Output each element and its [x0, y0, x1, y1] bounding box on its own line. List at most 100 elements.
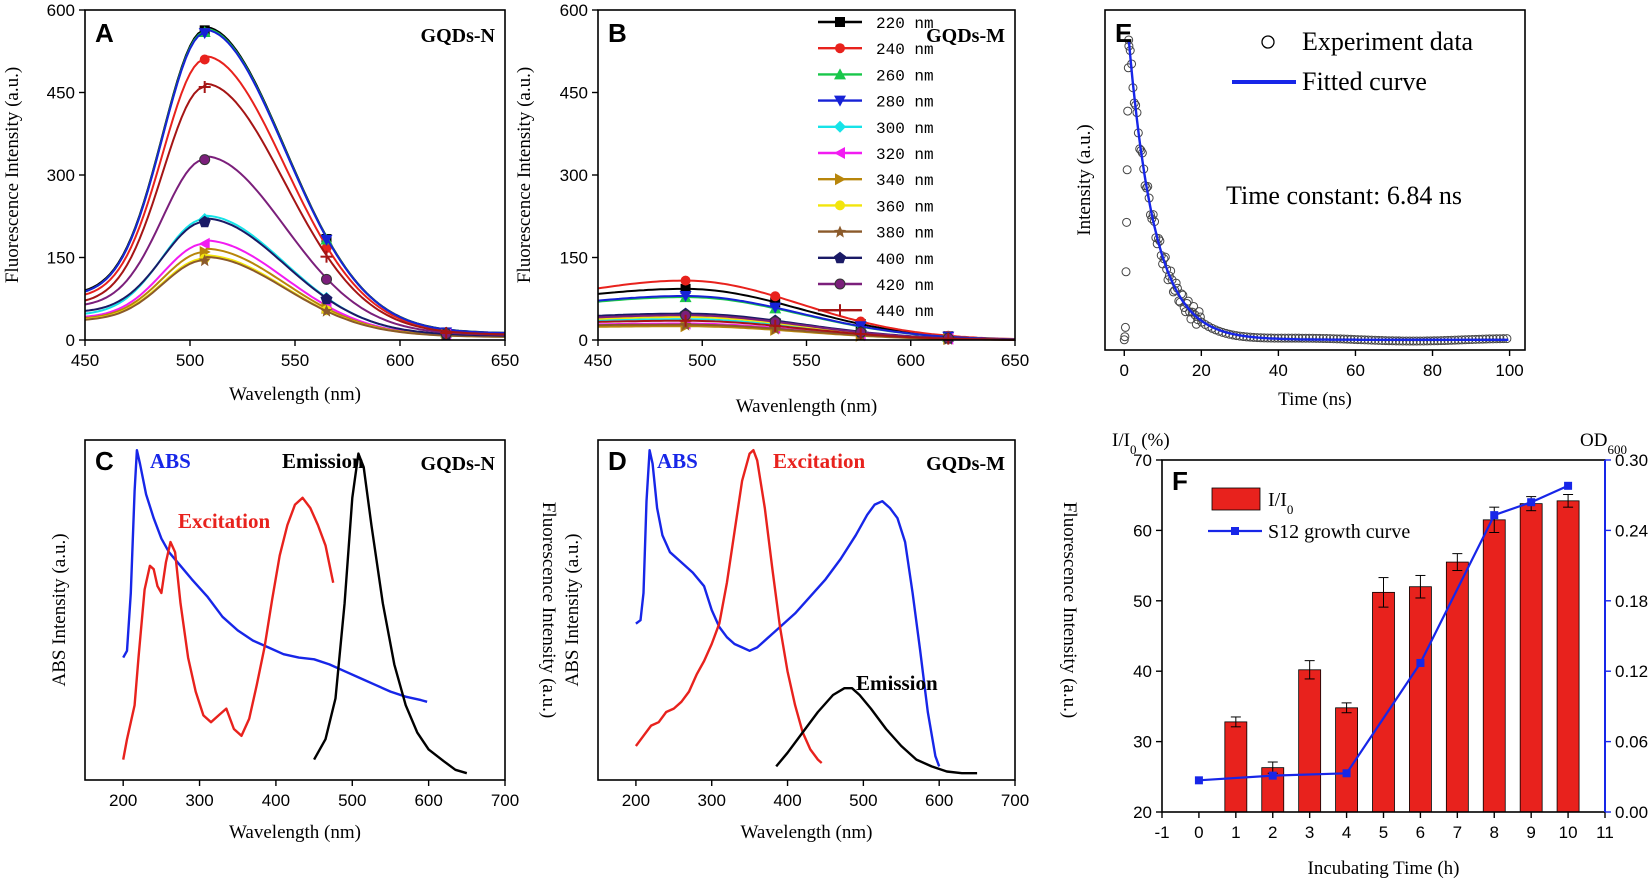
panel-e-data-point [1183, 296, 1193, 306]
panel-f-bar [1372, 591, 1395, 813]
panel-f-growth-marker [1268, 771, 1277, 780]
panel-f-growth-marker [1490, 511, 1499, 520]
panel-e-data-point [1315, 333, 1325, 343]
panel-a-ylabel: Fluorescence Intensity (a.u.) [2, 67, 23, 283]
panel-c-emission-line [313, 452, 468, 775]
panel-f-bar [1556, 500, 1580, 813]
panel-d-excitation-line [634, 449, 823, 764]
panel-d-excitation-label: Excitation [773, 449, 865, 473]
panel-a-marker-400nm [320, 292, 333, 305]
panel-d-abs-line [635, 449, 941, 767]
panel-b-ylabel: Fluorescence Intensity (a.u.) [514, 67, 535, 283]
panel-c-x-tick-label: 300 [185, 791, 213, 810]
panel-f-legend-bar [1211, 487, 1261, 511]
panel-b-legend-marker [835, 17, 845, 27]
panel-e-data-point [1120, 332, 1130, 342]
panel-e-data-point [1119, 335, 1129, 345]
panel-f-x-tick-label: 10 [1559, 823, 1578, 842]
panel-f-yright-tick-label: 0.30 [1615, 451, 1648, 470]
panel-f-growth-marker [1416, 658, 1425, 667]
panel-b-x-tick-label: 600 [897, 351, 925, 370]
panel-f-growth-marker [1342, 769, 1351, 778]
panel-e-x-tick-label: 20 [1192, 361, 1211, 380]
panel-f-growth-marker [1564, 481, 1573, 490]
panel-b-x-tick-label: 550 [792, 351, 820, 370]
panel-b-legend-label: 260 nm [876, 67, 934, 85]
panel-a-x-tick-label: 500 [176, 351, 204, 370]
panel-e-data-point [1122, 217, 1132, 227]
panel-d-x-tick-label: 200 [622, 791, 650, 810]
panel-f-legend-label: S12 growth curve [1268, 521, 1410, 543]
panel-f-growth-marker [1527, 498, 1536, 507]
panel-b-marker-280nm [679, 291, 692, 302]
panel-f-x-tick-label: 6 [1416, 823, 1425, 842]
panel-d-ylabel: ABS Intensity (a.u.) [562, 533, 583, 686]
panel-b-legend-label: 380 nm [876, 225, 934, 243]
panel-d-frame [597, 439, 1016, 781]
panel-b-legend-marker [834, 95, 846, 107]
panel-b-y-tick-label: 450 [560, 84, 588, 103]
panel-a-y-tick-label: 0 [66, 331, 75, 350]
panel-d-x-tick-label: 500 [849, 791, 877, 810]
panel-a-marker-420nm [321, 273, 332, 285]
panel-a-x-tick-label: 600 [386, 351, 414, 370]
panel-c-x-tick-label: 700 [491, 791, 519, 810]
panel-b-legend-marker [835, 200, 845, 211]
panel-b-frame [597, 9, 1016, 341]
panel-e-label: E [1115, 18, 1132, 48]
panel-e-annotation: Time constant: 6.84 ns [1226, 181, 1462, 210]
panel-f-x-tick-label: 1 [1231, 823, 1240, 842]
panel-b-legend-marker [834, 147, 845, 159]
panel-a-label: A [95, 18, 114, 48]
panel-f-ylabel-right-sub: 600 [1607, 442, 1627, 457]
panel-b-xlabel: Wavenlength (nm) [736, 396, 877, 417]
panel-e-x-tick-label: 60 [1346, 361, 1365, 380]
panel-b-marker-280nm [769, 302, 782, 314]
panel-b-legend-marker [834, 68, 846, 80]
panel-c-title: GQDs-N [421, 453, 496, 475]
panel-a-xlabel: Wavelength (nm) [229, 384, 361, 405]
panel-a-marker-240nm [199, 54, 210, 65]
panel-e-data-point [1405, 336, 1415, 346]
panel-f-bar [1482, 519, 1506, 813]
panel-c-x-tick-label: 400 [262, 791, 290, 810]
panel-b-legend-marker [835, 173, 846, 186]
panel-f-ylabel-left-unit: (%) [1136, 430, 1169, 451]
panel-b-legend-label: 300 nm [876, 120, 934, 138]
panel-f-x-tick-label: 4 [1342, 823, 1351, 842]
panel-f-bar [1519, 503, 1543, 813]
panel-f-x-tick-label: 3 [1305, 823, 1314, 842]
panel-f-x-tick-label: 8 [1490, 823, 1499, 842]
panel-f-bar [1409, 586, 1432, 813]
panel-a-curve-420nm [84, 155, 505, 336]
panel-e-legend-label: Experiment data [1302, 27, 1474, 56]
panel-b-legend-label: 400 nm [876, 251, 934, 269]
panel-c-x-tick-label: 500 [338, 791, 366, 810]
panel-b-legend-marker [834, 225, 846, 238]
panel-b-legend-label: 440 nm [876, 303, 934, 321]
panel-f-legend-marker [1231, 527, 1239, 535]
panel-a-title: GQDs-N [421, 25, 496, 47]
panel-d-emission-label: Emission [856, 671, 938, 695]
panel-e-x-tick-label: 80 [1423, 361, 1442, 380]
panel-d-label: D [608, 446, 627, 476]
panel-f-x-tick-label: 2 [1268, 823, 1277, 842]
panel-f-yright-tick-label: 0.24 [1615, 521, 1648, 540]
panel-a-marker-280nm [320, 234, 333, 246]
panel-a-curve-400nm [84, 217, 505, 337]
panel-f-yright-tick-label: 0.18 [1615, 592, 1648, 611]
panel-f-x-tick-label: 9 [1526, 823, 1535, 842]
panel-c-frame [84, 439, 506, 781]
panel-f-bar [1298, 669, 1322, 813]
panel-b-legend-label: 360 nm [876, 198, 934, 216]
panel-b-y-tick-label: 300 [560, 166, 588, 185]
panel-c-x-tick-label: 600 [414, 791, 442, 810]
panel-f-x-tick-label: -1 [1154, 823, 1169, 842]
panel-b-y-tick-label: 0 [579, 331, 588, 350]
panel-b-marker-240nm [770, 291, 781, 302]
panel-f-x-tick-label: 0 [1194, 823, 1203, 842]
panel-e-x-tick-label: 100 [1495, 361, 1523, 380]
panel-c-excitation-label: Excitation [178, 509, 270, 533]
panel-f-ylabel-right: OD600 [1580, 430, 1627, 457]
panel-f-bar [1445, 561, 1469, 813]
